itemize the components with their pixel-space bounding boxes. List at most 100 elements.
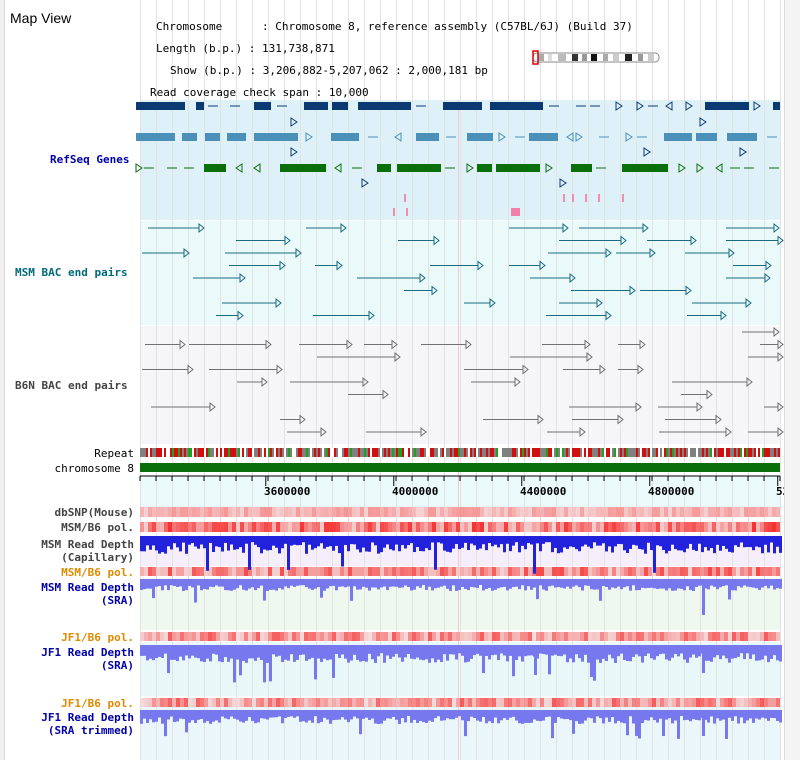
depth-bar — [539, 579, 542, 586]
bac-end — [391, 339, 398, 350]
depth-bar — [401, 645, 404, 662]
pol-cell — [144, 507, 148, 517]
pol-cell — [392, 698, 396, 707]
repeat-mark — [590, 448, 592, 457]
depth-bar — [281, 536, 284, 549]
bac-end — [336, 260, 343, 271]
pol-cell — [624, 632, 628, 641]
msm-b6-pol-label[interactable]: MSM/B6 pol. — [61, 521, 134, 534]
pol-cell — [164, 632, 168, 641]
depth-bar — [248, 536, 251, 570]
bac-end — [431, 285, 438, 296]
jf1-b6-pol-label[interactable]: JF1/B6 pol. — [61, 631, 134, 644]
pol-cell — [368, 632, 372, 641]
repeat-mark — [748, 448, 750, 457]
repeat-mark — [180, 448, 182, 457]
repeat-mark — [634, 448, 636, 457]
gene-arrow — [678, 163, 686, 173]
depth-bar — [215, 645, 218, 655]
pol-cell — [464, 507, 468, 517]
depth-bar — [257, 536, 260, 548]
pol-cell — [476, 507, 480, 517]
depth-bar — [731, 536, 734, 553]
pol-cell — [456, 522, 460, 532]
vertical-scrollbar[interactable] — [784, 0, 800, 760]
pol-cell — [776, 698, 780, 707]
jf1-depth-sra-label-2[interactable]: (SRA) — [100, 659, 134, 672]
msm-depth-cap-label-2[interactable]: (Capillary) — [61, 551, 134, 564]
snp-mark — [572, 194, 574, 202]
pol-cell — [232, 522, 236, 532]
depth-bar — [587, 710, 590, 718]
repeat-mark — [292, 448, 294, 457]
dbsnp-label[interactable]: dbSNP(Mouse) — [54, 506, 134, 519]
pol-cell — [212, 522, 216, 532]
bac-end — [579, 426, 586, 438]
pol-cell — [400, 507, 404, 517]
depth-bar — [725, 710, 728, 739]
pol-cell — [296, 698, 300, 707]
pol-cell — [192, 567, 196, 576]
depth-bar — [674, 579, 677, 591]
pol-cell — [240, 522, 244, 532]
jf1-depth-sra-label-1[interactable]: JF1 Read Depth — [41, 646, 134, 659]
depth-bar — [323, 710, 326, 718]
depth-bar — [230, 579, 233, 591]
repeat-mark — [484, 448, 486, 457]
depth-bar — [719, 536, 722, 551]
depth-bar — [674, 645, 677, 655]
pol-cell — [736, 522, 740, 532]
depth-bar — [530, 536, 533, 545]
pol-cell — [184, 507, 188, 517]
grid-line — [604, 0, 605, 760]
b6n-bac-label[interactable]: B6N BAC end pairs — [15, 379, 128, 392]
pol-cell — [380, 632, 384, 641]
bac-end — [569, 272, 576, 284]
gene-arrow — [566, 132, 574, 142]
grid-line — [620, 0, 621, 760]
repeat-mark — [514, 448, 516, 457]
pol-cell — [436, 522, 440, 532]
pol-cell — [764, 522, 768, 532]
depth-bar — [305, 579, 308, 588]
depth-bar — [512, 710, 515, 717]
pol-cell — [600, 567, 604, 576]
pol-cell — [256, 632, 260, 641]
pol-cell — [404, 567, 408, 576]
depth-bar — [764, 710, 767, 719]
jf1-depth-trim-label-2[interactable]: (SRA trimmed) — [47, 724, 134, 737]
depth-bar — [731, 645, 734, 659]
depth-bar — [239, 536, 242, 548]
depth-bar — [518, 645, 521, 657]
jf1-depth-trim-label-1[interactable]: JF1 Read Depth — [41, 711, 134, 724]
pol-cell — [492, 698, 496, 707]
depth-bar — [623, 645, 626, 661]
pol-cell — [244, 632, 248, 641]
msm-depth-sra-label-1[interactable]: MSM Read Depth — [41, 581, 134, 594]
axis-tick-5200000: 5200000 — [776, 485, 784, 498]
msm-depth-sra-label-2[interactable]: (SRA) — [100, 594, 134, 607]
msm-b6-pol-label-2[interactable]: MSM/B6 pol. — [61, 566, 134, 579]
depth-bar — [275, 579, 278, 591]
show-key: Show (b.p.) — [170, 64, 243, 77]
pol-cell — [756, 698, 760, 707]
pol-cell — [156, 632, 160, 641]
depth-bar — [359, 645, 362, 662]
pol-cell — [268, 522, 272, 532]
pol-cell — [292, 522, 296, 532]
repeat-mark — [516, 448, 518, 457]
pol-cell — [264, 567, 268, 576]
msm-depth-cap-label-1[interactable]: MSM Read Depth — [41, 538, 134, 551]
depth-bar — [404, 645, 407, 658]
depth-bar — [626, 710, 629, 736]
pol-cell — [424, 698, 428, 707]
jf1-b6-pol-label-2[interactable]: JF1/B6 pol. — [61, 697, 134, 710]
depth-bar — [767, 645, 770, 663]
depth-bar — [533, 710, 536, 720]
repeat-mark — [222, 448, 224, 457]
pol-cell — [144, 522, 148, 532]
msm-bac-label[interactable]: MSM BAC end pairs — [15, 266, 128, 279]
refseq-label[interactable]: RefSeq Genes — [50, 153, 130, 166]
pol-cell — [192, 632, 196, 641]
